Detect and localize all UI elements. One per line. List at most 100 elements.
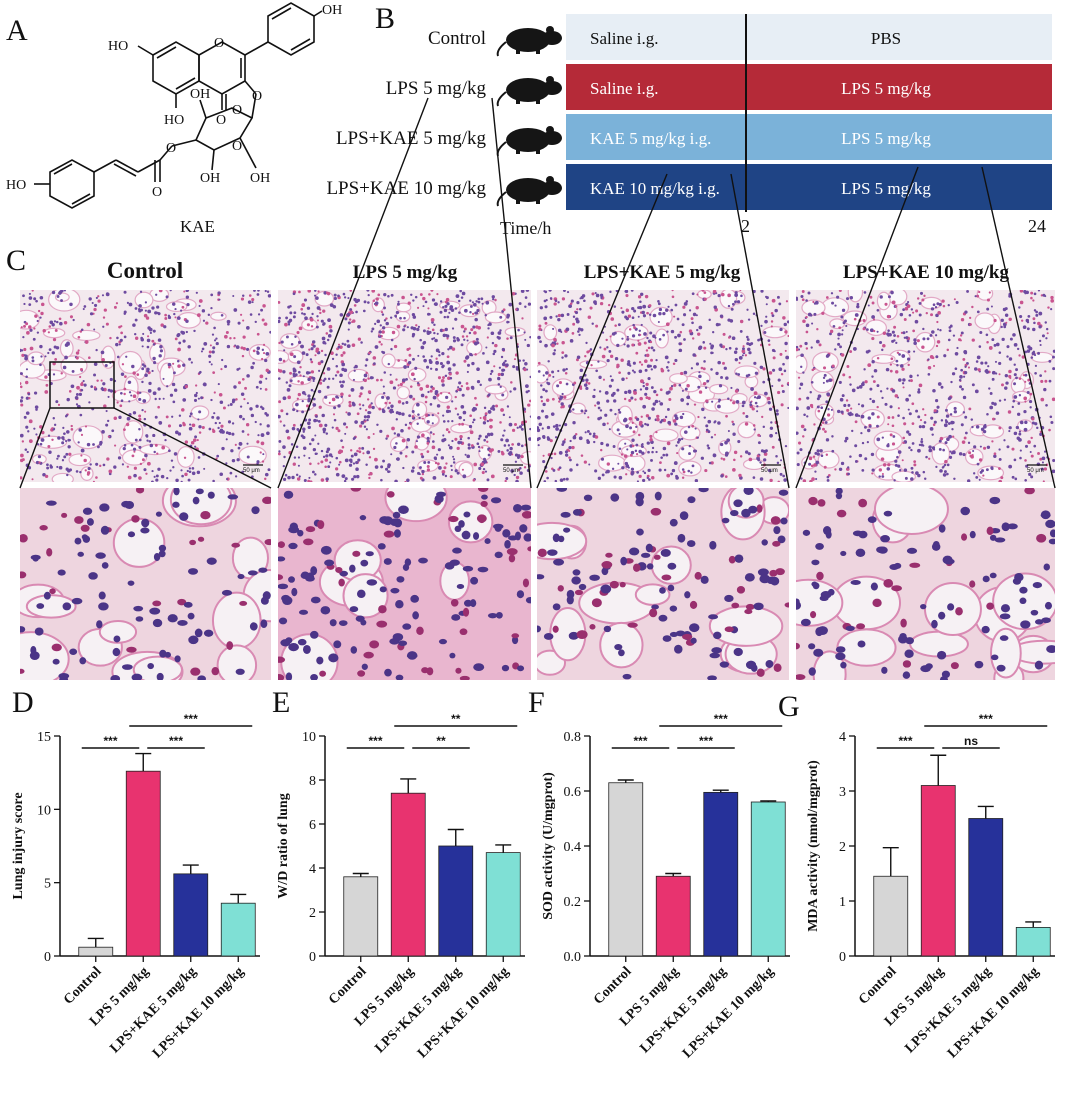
scheme-treatment-label: LPS 5 mg/kg: [841, 129, 931, 148]
x-category-label: LPS+KAE 10 mg/kg: [150, 964, 247, 1061]
significance-label: ***: [699, 734, 713, 748]
significance-label: ***: [714, 712, 728, 726]
y-tick-label: 4: [309, 862, 316, 877]
y-axis-label: W/D ratio of lung: [276, 793, 291, 898]
y-tick-label: 0: [839, 950, 846, 965]
histology-high-magnification-image: [20, 488, 271, 680]
scheme-pretreatment-label: KAE 5 mg/kg i.g.: [590, 129, 711, 148]
mouse-icon: [496, 26, 562, 57]
chart-mda-activity: 0 1 2 3 4 MDA activity (nmol/mgprot) Control LP…: [795, 690, 1061, 1093]
bar: [873, 875, 909, 957]
significance-label: **: [436, 734, 446, 748]
bar: [703, 791, 739, 957]
scheme-pretreatment-label: Saline i.g.: [590, 79, 658, 98]
structure-caption: KAE: [180, 217, 215, 236]
y-axis-label: Lung injury score: [11, 792, 26, 899]
significance-label: ***: [633, 734, 647, 748]
mouse-icon: [496, 176, 562, 207]
x-category-label: LPS+KAE 5 mg/kg: [107, 964, 199, 1056]
scheme-group-label: LPS+KAE 10 mg/kg: [326, 178, 486, 199]
time-axis-label: Time/h: [500, 218, 551, 238]
zoom-region-box: [49, 361, 115, 409]
significance-label: **: [451, 712, 461, 726]
y-tick-label: 2: [839, 840, 846, 855]
histology-low-magnification-image: 50 μm: [537, 290, 789, 482]
atom-label: OH: [250, 171, 270, 186]
scale-bar-label: 50 μm: [761, 468, 778, 474]
atom-label: O: [232, 103, 242, 118]
histology-title-lps-kae10: LPS+KAE 10 mg/kg: [842, 262, 1010, 283]
y-tick-label: 0: [44, 950, 51, 965]
x-category-label: LPS+KAE 5 mg/kg: [372, 964, 464, 1056]
y-axis-label: MDA activity (nmol/mgprot): [806, 760, 821, 932]
x-category-label: Control: [591, 964, 635, 1008]
panel-label-f: F: [528, 686, 545, 719]
histology-high-magnification-image: [278, 488, 531, 680]
x-category-label: LPS+KAE 10 mg/kg: [680, 964, 777, 1061]
x-category-label: LPS+KAE 5 mg/kg: [637, 964, 729, 1056]
chart-lung-injury-score: 0 5 10 15 Lung injury score Control LPS 5 mg/k…: [0, 690, 266, 1093]
mouse-icon: [496, 126, 562, 157]
x-category-label: Control: [61, 964, 105, 1008]
y-axis-label: SOD activity (U/mgprot): [541, 772, 556, 920]
x-category-label: LPS+KAE 5 mg/kg: [902, 964, 994, 1056]
atom-label: O: [152, 185, 162, 200]
time-tick-2: 2: [741, 216, 750, 236]
bar: [343, 876, 379, 957]
y-tick-label: 10: [302, 730, 316, 745]
significance-label: ***: [169, 734, 183, 748]
bar: [173, 873, 209, 957]
histology-title-lps-kae5: LPS+KAE 5 mg/kg: [583, 262, 741, 283]
atom-label: O: [232, 139, 242, 154]
significance-label: ***: [898, 734, 912, 748]
y-tick-label: 8: [309, 774, 316, 789]
y-tick-label: 4: [839, 730, 846, 745]
atom-label: O: [166, 141, 176, 156]
scheme-timeline-bar: [566, 14, 1052, 60]
bar: [485, 852, 521, 957]
scheme-timeline-bar: [566, 114, 1052, 160]
atom-label: HO: [164, 113, 184, 128]
atom-label: OH: [322, 3, 342, 18]
bar: [608, 782, 644, 957]
y-tick-label: 5: [44, 877, 51, 892]
scale-bar-label: 50 μm: [503, 468, 520, 474]
histology-low-magnification-image: 50 μm: [278, 290, 531, 482]
x-category-label: Control: [856, 964, 900, 1008]
bar: [750, 801, 786, 957]
scheme-treatment-label: LPS 5 mg/kg: [841, 79, 931, 98]
bar: [390, 792, 426, 957]
y-tick-label: 0.2: [564, 895, 582, 910]
bar: [1015, 926, 1051, 957]
atom-label: OH: [190, 87, 210, 102]
bar: [438, 845, 474, 957]
kae-chemical-structure: HO OH O O O O O O HO OH OH OH O HO KAE: [6, 2, 342, 236]
panel-label-a: A: [6, 14, 28, 47]
bar: [78, 946, 114, 957]
scheme-treatment-label: PBS: [871, 29, 901, 48]
panel-label-d: D: [12, 686, 34, 719]
bar: [125, 770, 161, 957]
histology-low-magnification-image: 50 μm: [796, 290, 1055, 482]
histology-title-control: Control: [106, 258, 184, 283]
bar: [220, 902, 256, 957]
y-tick-label: 0.4: [564, 840, 582, 855]
y-tick-label: 2: [309, 906, 316, 921]
y-tick-label: 0: [309, 950, 316, 965]
mouse-icon: [496, 76, 562, 107]
y-tick-label: 0.8: [564, 730, 582, 745]
bar: [968, 818, 1004, 957]
x-category-label: LPS+KAE 10 mg/kg: [415, 964, 512, 1061]
atom-label: O: [252, 89, 262, 104]
panel-label-b: B: [375, 2, 396, 35]
panel-label-c: C: [6, 244, 27, 277]
atom-label: O: [214, 36, 224, 51]
bar: [920, 785, 956, 957]
y-tick-label: 6: [309, 818, 316, 833]
significance-label: ***: [103, 734, 117, 748]
time-tick-24: 24: [1028, 216, 1046, 236]
significance-label: ns: [964, 734, 978, 748]
y-tick-label: 0.0: [564, 950, 582, 965]
x-category-label: LPS+KAE 10 mg/kg: [945, 964, 1042, 1061]
y-tick-label: 3: [839, 785, 846, 800]
